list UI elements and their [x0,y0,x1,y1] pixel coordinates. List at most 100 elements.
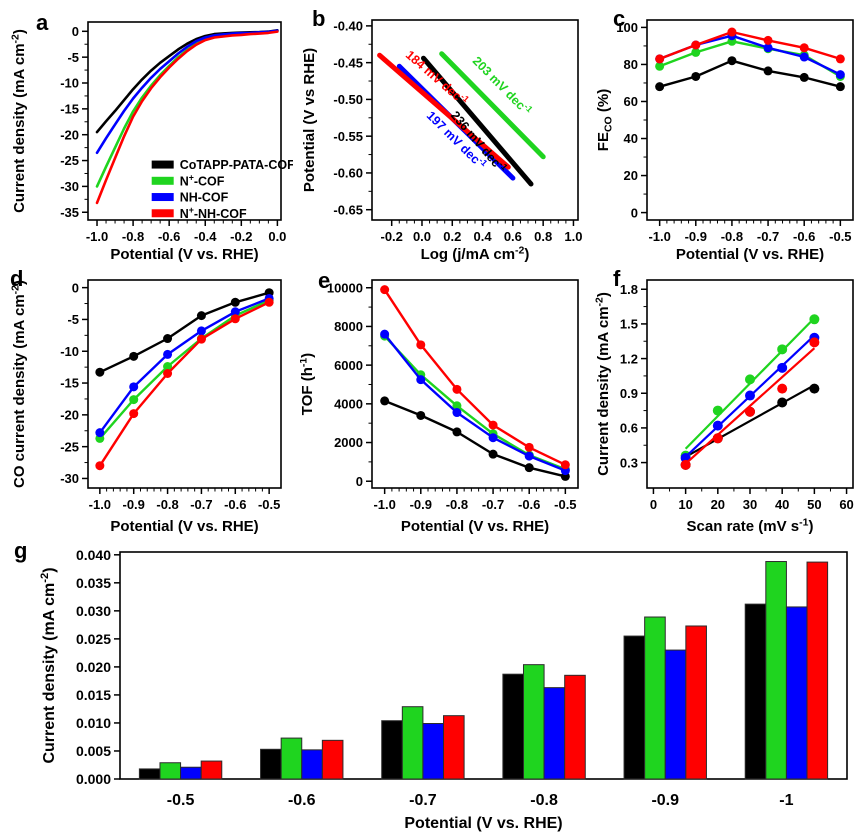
svg-text:-0.2: -0.2 [380,229,402,244]
series-line-red [98,301,271,467]
panel-letter-c: c [613,6,626,31]
bar-black [502,673,524,780]
svg-text:-0.40: -0.40 [333,19,363,34]
data-point-red [95,461,105,471]
svg-text:-0.4: -0.4 [194,229,217,244]
data-point-black [727,56,737,66]
series-line-black [421,55,534,187]
data-point-blue [524,451,534,461]
data-point-black [380,396,390,406]
svg-text:-0.7: -0.7 [190,497,212,512]
svg-text:60: 60 [624,94,638,109]
data-point-red [712,433,723,444]
panel-d-chart: -1.0 -0.9 -0.8 -0.7 -0.6 -0.5 0 -5 -10 -15 -20 -25 -… [9,279,282,535]
series-line-red [658,30,842,61]
svg-text:0.6: 0.6 [504,229,522,244]
bar-black [260,748,282,780]
data-point-red [835,54,845,64]
series-line-red [95,30,279,205]
svg-text:-5: -5 [67,50,79,65]
svg-text:0.040: 0.040 [76,547,111,563]
data-point-red [163,369,173,379]
data-point-black [488,449,498,459]
data-point-blue [835,70,845,80]
data-point-red [727,27,737,37]
svg-text:0: 0 [72,24,79,39]
svg-text:-1.0: -1.0 [373,497,395,512]
svg-text:-0.8: -0.8 [721,229,743,244]
svg-text:10000: 10000 [327,280,363,295]
legend-swatch-red [151,209,174,218]
data-point-red [745,406,755,417]
svg-text:50: 50 [807,497,821,512]
svg-text:203 mV dec-1: 203 mV dec-1 [470,53,535,119]
data-point-blue [196,326,206,336]
bar-blue [180,766,202,780]
svg-text:-0.9: -0.9 [685,229,707,244]
svg-text:-0.6: -0.6 [158,229,180,244]
panel-g: g 0.000 0.005 0.010 0.015 0.020 0.025 0.030 0.0… [8,540,861,839]
svg-text:-1.0: -1.0 [86,229,108,244]
svg-text:8000: 8000 [334,319,363,334]
data-point-blue [163,349,173,359]
svg-text:NH-COF: NH-COF [180,191,229,205]
axes [366,279,579,494]
data-point-black [691,71,701,81]
svg-text:0.6: 0.6 [620,421,638,436]
panel-a-chart: -1.0 -0.8 -0.6 -0.4 -0.2 0.0 0 -5 -10 -15 -20 -25 -3… [9,21,295,263]
svg-text:0.9: 0.9 [620,386,638,401]
bar-black [138,768,161,780]
data-point-blue [416,375,426,385]
svg-text:0.020: 0.020 [76,659,111,675]
svg-text:0: 0 [631,205,638,220]
svg-text:100: 100 [616,20,638,35]
bar-green [159,762,182,780]
svg-text:0: 0 [650,497,657,512]
data-point-black [416,410,426,420]
svg-text:0.030: 0.030 [76,603,111,619]
series-line-blue [98,297,271,434]
data-point-red [777,383,788,394]
svg-text:0.0: 0.0 [413,229,431,244]
svg-text:0.4: 0.4 [474,229,493,244]
data-point-green [129,395,139,405]
svg-text:-0.7: -0.7 [482,497,504,512]
svg-text:40: 40 [624,131,638,146]
svg-text:-0.9: -0.9 [410,497,432,512]
panel-b-chart: -0.2 0.0 0.2 0.4 0.6 0.8 1.0 -0.40 -0.45 -0.50 -0.… [301,19,582,263]
data-point-black [163,334,173,344]
data-point-black [196,311,206,321]
svg-text:-20: -20 [60,127,79,142]
bar-green [401,706,424,780]
data-point-black [777,397,788,408]
panel-letter-f: f [613,266,621,291]
panel-c-chart: -1.0 -0.9 -0.8 -0.7 -0.6 -0.5 0 20 40 60 80 100 Pote… [595,19,854,263]
bar-red [443,715,465,780]
svg-text:0.035: 0.035 [76,575,111,591]
svg-text:20: 20 [711,497,725,512]
svg-text:-0.6: -0.6 [224,497,246,512]
svg-text:60: 60 [839,497,853,512]
svg-text:10: 10 [678,497,692,512]
svg-text:0.025: 0.025 [76,631,111,647]
data-point-blue [129,382,139,392]
svg-text:Current density (mA cm-2): Current density (mA cm-2) [9,29,28,213]
bar-red [321,739,344,780]
svg-text:-30: -30 [60,179,79,194]
svg-text:6000: 6000 [334,358,363,373]
svg-text:-0.6: -0.6 [793,229,815,244]
svg-text:-5: -5 [67,312,79,327]
bar-blue [301,749,323,780]
data-point-black [524,463,534,473]
axes [641,19,854,226]
svg-text:CoTAPP-PATA-COF: CoTAPP-PATA-COF [180,158,293,172]
svg-text:1.8: 1.8 [620,282,638,297]
svg-text:1.5: 1.5 [620,317,638,332]
series-line-black [383,399,567,478]
series-line-black [98,291,271,374]
svg-text:-0.7: -0.7 [757,229,779,244]
data-point-blue [488,433,498,443]
svg-text:-10: -10 [60,344,79,359]
svg-text:1.2: 1.2 [620,351,638,366]
data-point-green [655,61,665,71]
